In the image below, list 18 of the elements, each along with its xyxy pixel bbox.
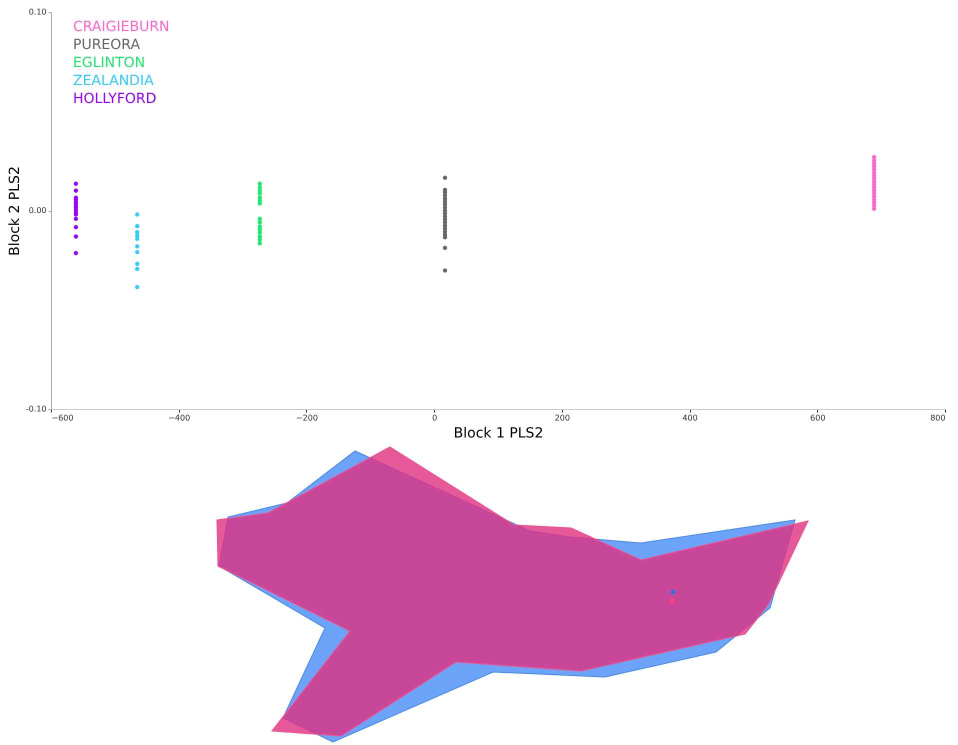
y-tick-label: 0.10 xyxy=(28,8,46,16)
text: EGLINTON xyxy=(73,55,146,71)
text: HOLLYFORD xyxy=(73,91,156,107)
text: PUREORA xyxy=(73,37,140,53)
x-tick-label: 600 xyxy=(810,414,826,422)
x-tick-label: −600 xyxy=(52,414,74,422)
x-tick-label: −400 xyxy=(168,414,190,422)
x-tick-label: 200 xyxy=(554,414,570,422)
x-tick-label: −200 xyxy=(296,414,318,422)
text: ZEALANDIA xyxy=(73,73,154,89)
y-tick-label: -0.10 xyxy=(26,404,46,414)
x-axis-title: Block 1 PLS2 xyxy=(454,426,544,442)
x-tick-label: 800 xyxy=(930,414,946,422)
x-tick-label: 0 xyxy=(432,414,438,422)
x-tick-label: 400 xyxy=(682,414,698,422)
text: CRAIGIEBURN xyxy=(73,19,170,35)
y-axis-title: Block 2 PLS2 xyxy=(6,166,23,256)
y-tick-label: 0.00 xyxy=(28,206,46,215)
